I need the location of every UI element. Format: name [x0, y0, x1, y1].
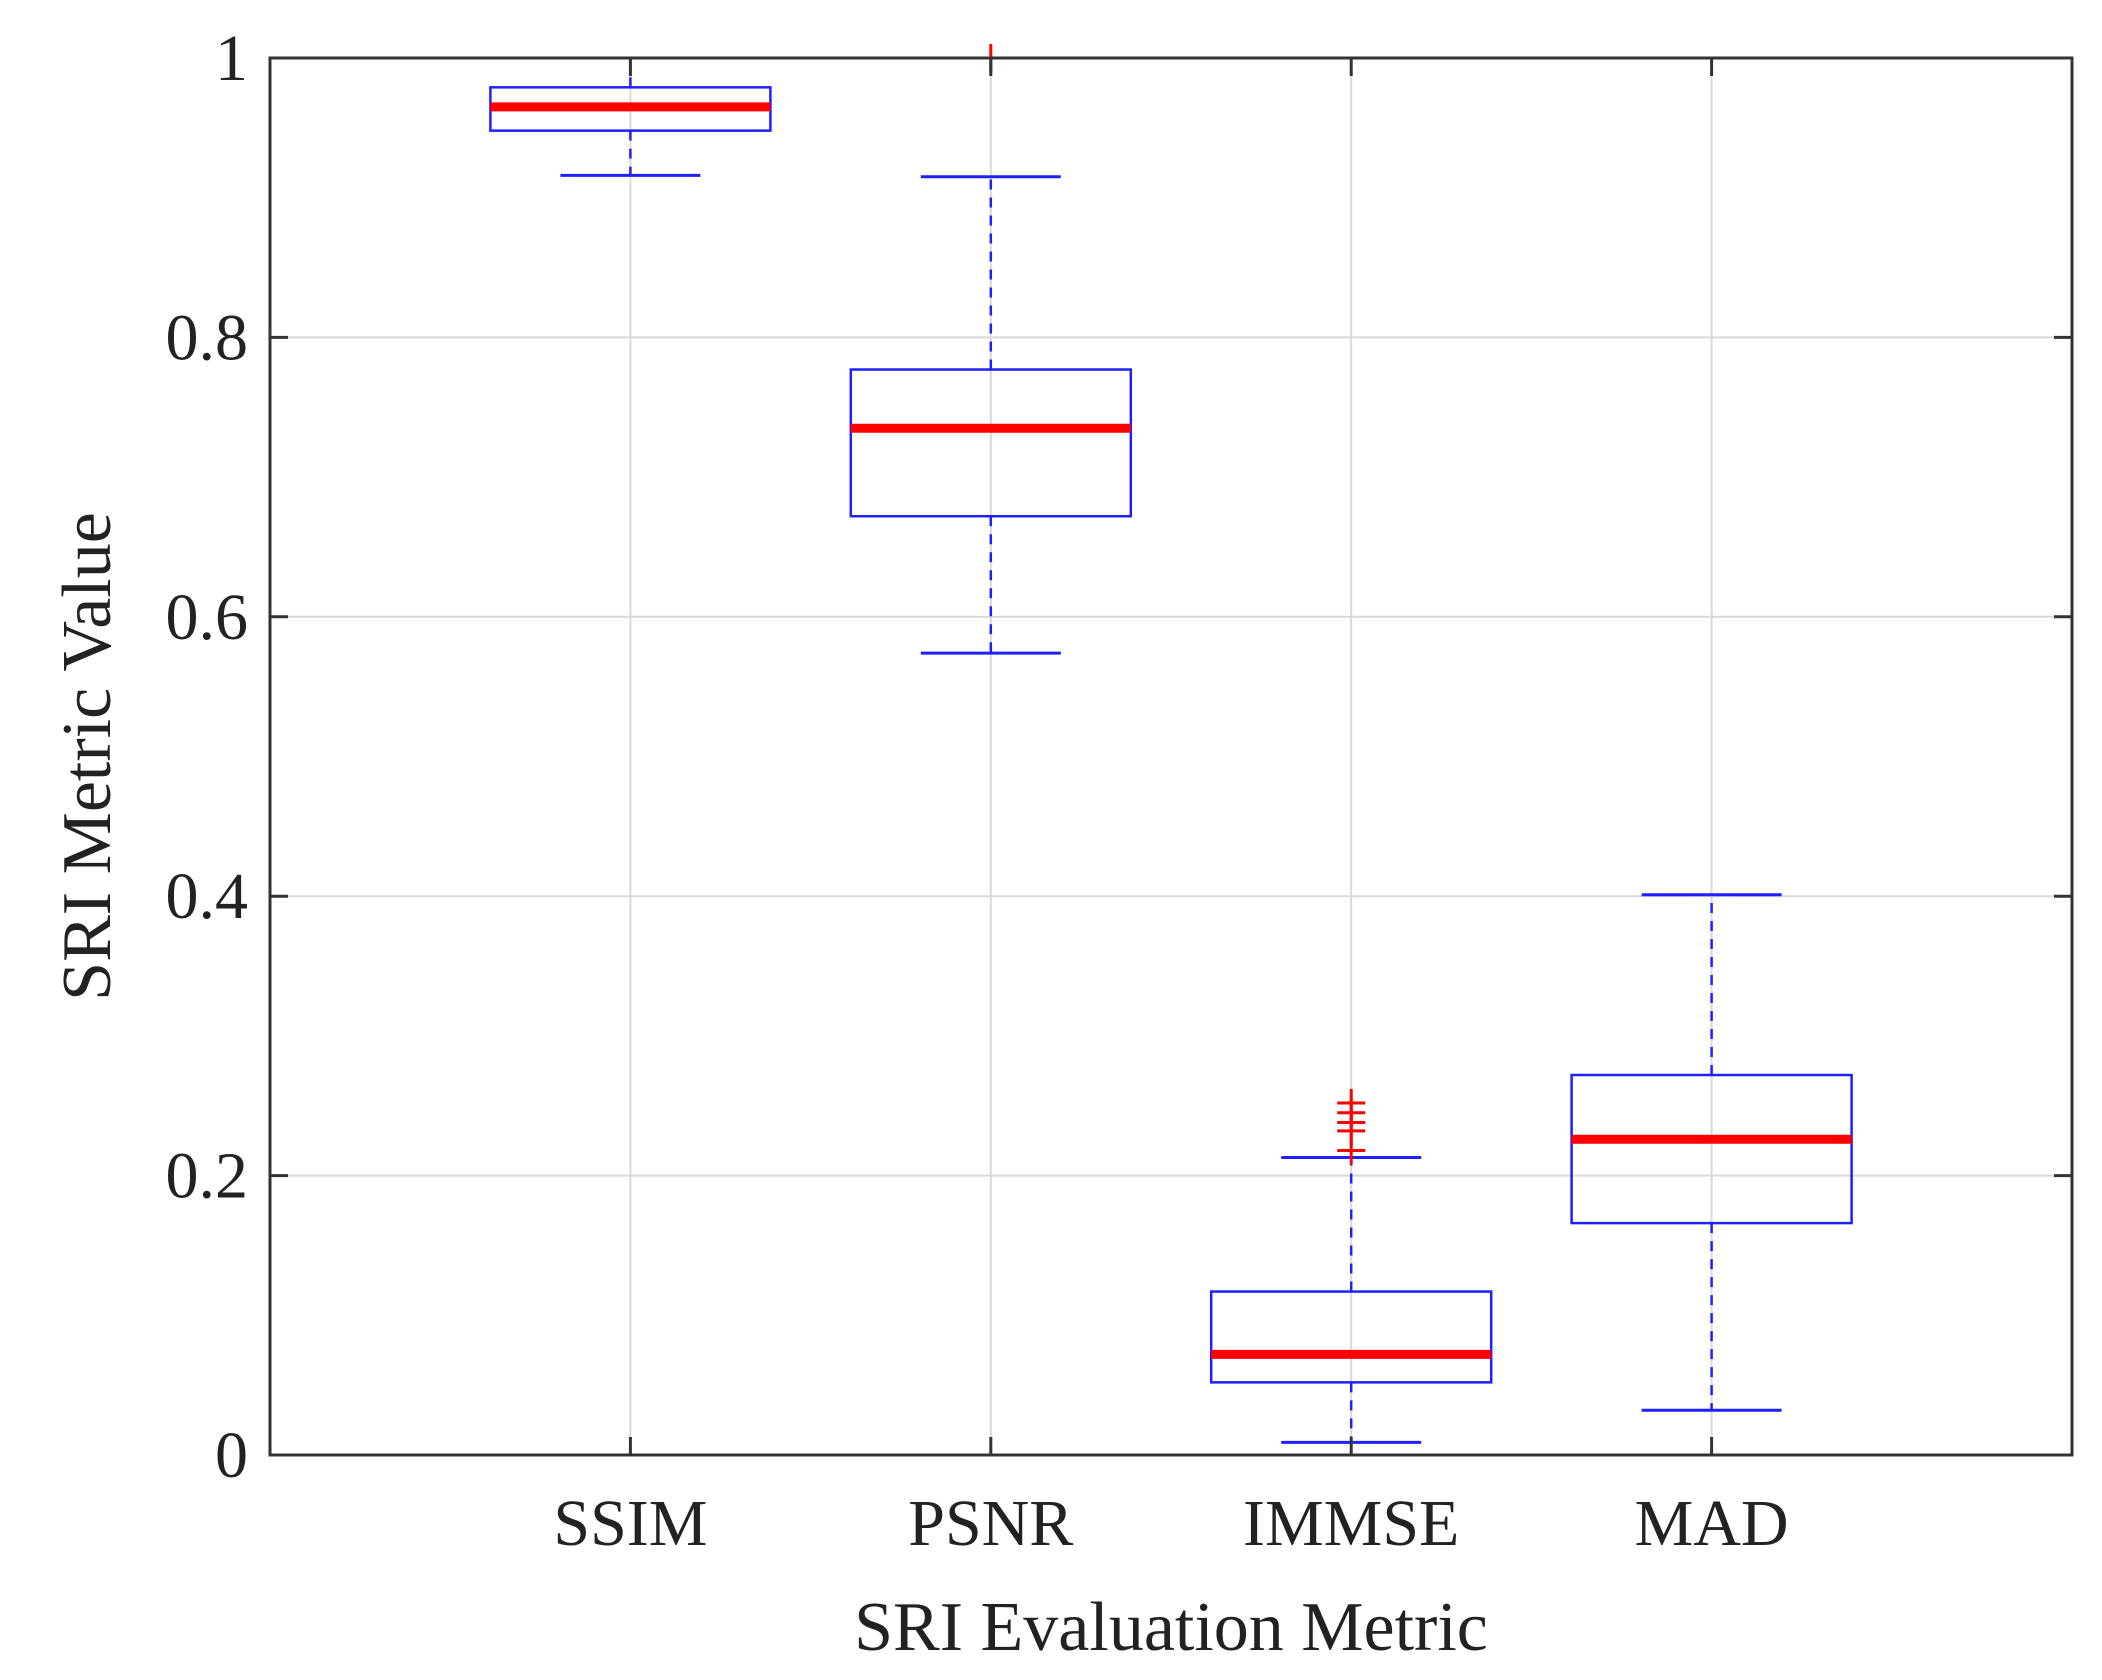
y-tick-label: 0.8	[166, 301, 249, 374]
box-immse	[1209, 1088, 1493, 1444]
y-tick-label: 0.4	[166, 860, 249, 933]
iqr-box	[1209, 1290, 1493, 1384]
box-psnr	[849, 44, 1133, 655]
y-axis-title: SRI Metric Value	[49, 512, 126, 1001]
x-tick-label-mad: MAD	[1635, 1487, 1789, 1560]
x-tick-label-ssim: SSIM	[553, 1487, 707, 1560]
outlier-point	[1337, 1088, 1366, 1117]
y-tick-label: 1	[215, 22, 248, 95]
plot-frame	[268, 56, 2074, 1457]
x-axis-title: SRI Evaluation Metric	[854, 1589, 1488, 1666]
y-tick-label: 0.6	[166, 581, 249, 654]
iqr-box	[849, 368, 1133, 518]
y-tick-label: 0	[215, 1419, 248, 1492]
y-tick-label: 0.2	[166, 1140, 249, 1213]
iqr-box	[1570, 1073, 1853, 1225]
x-tick-label-psnr: PSNR	[908, 1487, 1073, 1560]
grid-lines	[270, 58, 2072, 1455]
box-mad	[1570, 893, 1853, 1412]
ticks: 0 0.2 0.4 0.6 0.8 1 SSIM PSNR IMMSE MAD	[166, 22, 2072, 1560]
x-tick-label-immse: IMMSE	[1243, 1487, 1459, 1560]
boxes	[489, 44, 1853, 1444]
